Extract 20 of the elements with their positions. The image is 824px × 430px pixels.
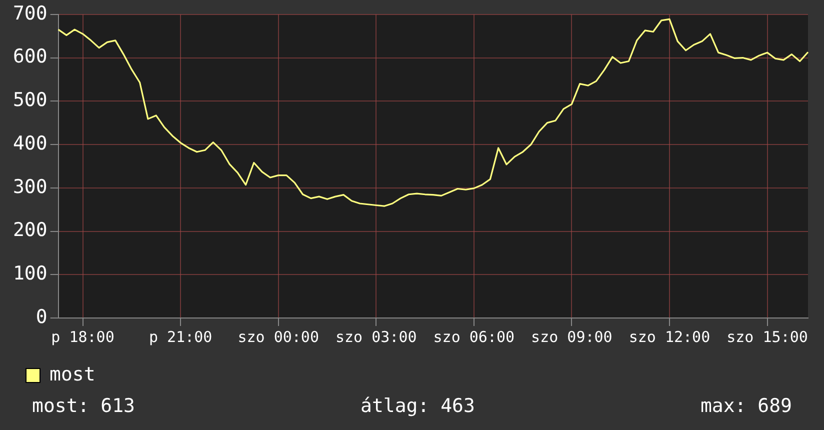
y-tick-label: 600 bbox=[12, 46, 48, 68]
text: most: 613 bbox=[32, 395, 135, 417]
y-tick-label: 500 bbox=[12, 89, 48, 112]
x-tick-label: szo 15:00 bbox=[726, 328, 808, 346]
x-tick-label: szo 06:00 bbox=[433, 328, 515, 346]
y-tick-label: 300 bbox=[12, 176, 48, 198]
y-tick-label: 0 bbox=[36, 306, 48, 328]
text: max: 689 bbox=[700, 395, 792, 417]
x-tick-label: p 21:00 bbox=[148, 328, 212, 346]
x-tick-label: szo 03:00 bbox=[335, 328, 417, 346]
x-tick-label: szo 00:00 bbox=[238, 328, 319, 346]
y-tick-label: 100 bbox=[12, 262, 48, 285]
x-tick-label: p 18:00 bbox=[51, 328, 114, 346]
y-tick-label: 200 bbox=[12, 219, 48, 242]
y-tick-label: 700 bbox=[12, 2, 48, 24]
text: átlag: 463 bbox=[360, 395, 475, 417]
y-tick-label: 400 bbox=[12, 132, 48, 154]
legend-label: most bbox=[50, 363, 96, 386]
x-tick-label: szo 12:00 bbox=[628, 328, 710, 346]
x-tick-label: szo 09:00 bbox=[531, 328, 612, 346]
